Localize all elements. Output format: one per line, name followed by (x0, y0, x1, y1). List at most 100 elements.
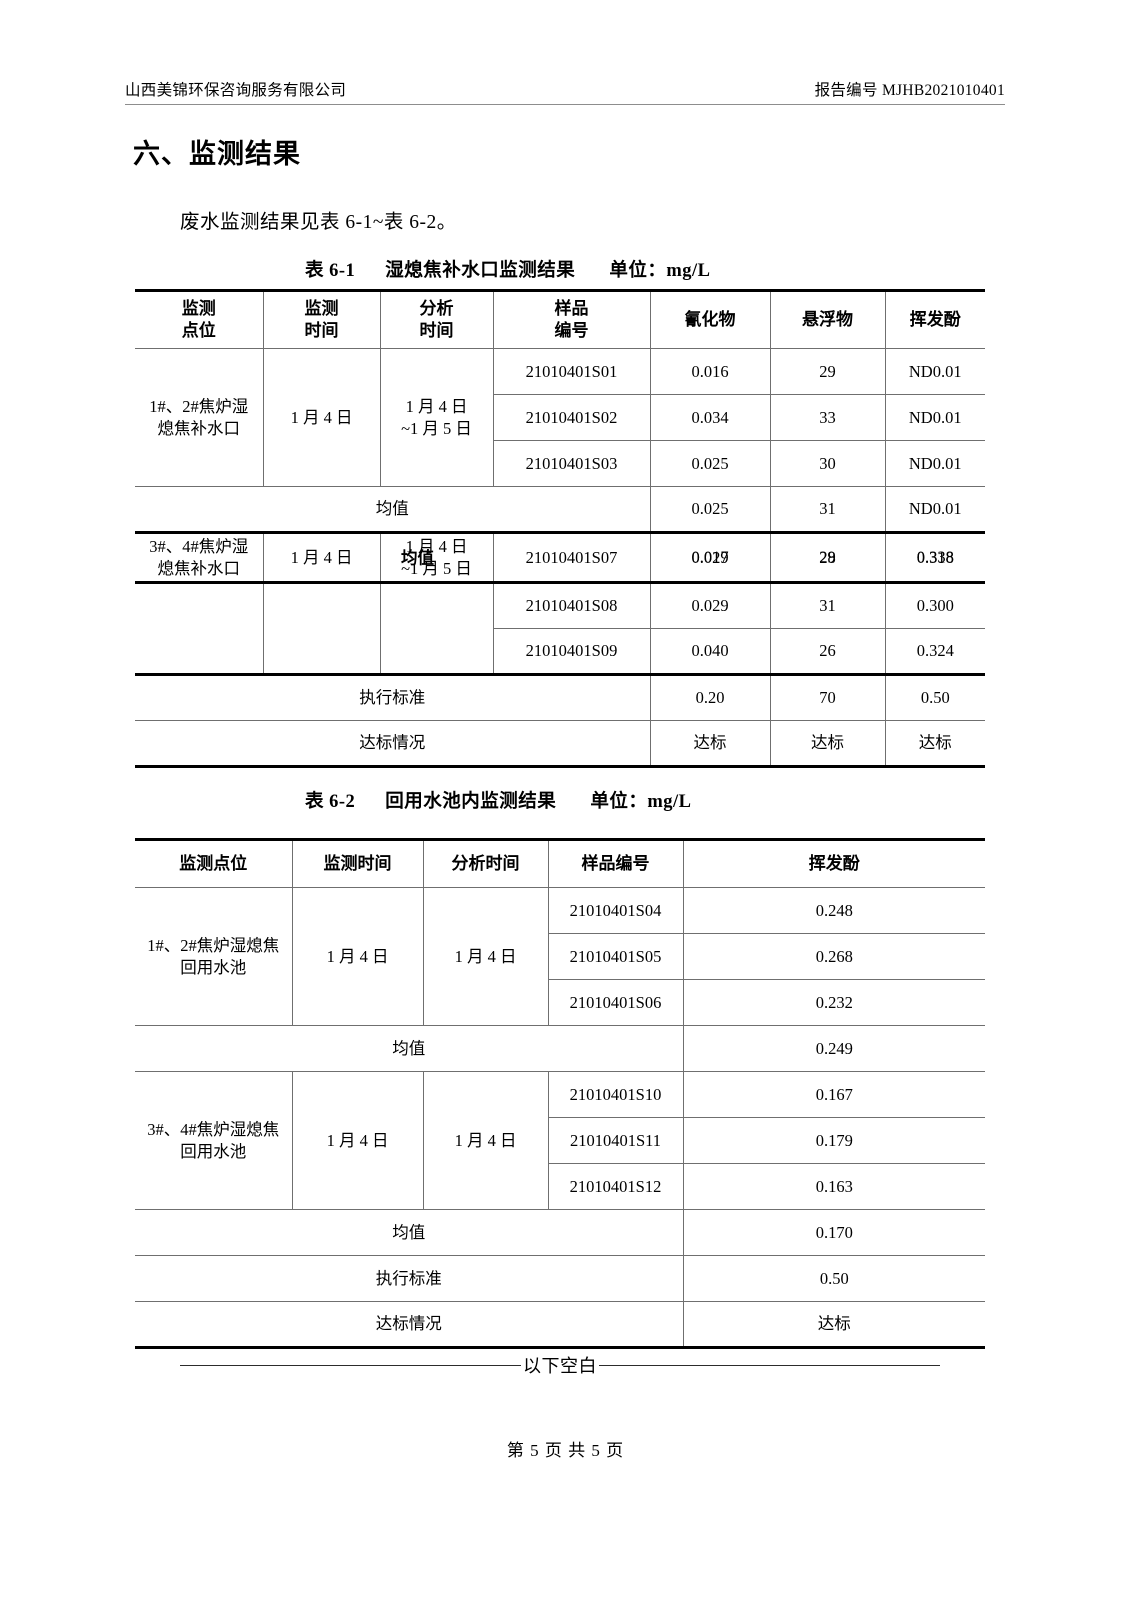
volatile-phenol-value-cell: ND0.01 (884, 394, 985, 441)
volatile-phenol-value-cell: 0.167 (682, 1071, 985, 1118)
compliance-label: 达标情况 (135, 1301, 684, 1349)
site-cell-group1-l2: 回用水池 (180, 957, 247, 977)
col-header-site: 监测 点位 (135, 289, 264, 349)
compliance-row: 达标情况 达标 达标 达标 (135, 720, 985, 768)
cyanide-value-cell: 0.040 (649, 628, 771, 675)
monitor-time-cell-group2: 1 月 4 日 (291, 1071, 424, 1210)
site-cell-group1: 1#、2#焦炉湿熄焦 回用水池 (135, 887, 293, 1026)
suspended-solids-value-cell: 31 (769, 581, 886, 629)
mean-volatile-phenol-group2: 0.170 (682, 1209, 985, 1256)
analysis-time-overlap-wrap: 1 月 4 日 ~1 月 5 日 均值 (384, 536, 490, 578)
analysis-time-group1-l2: ~1 月 5 日 (401, 418, 472, 438)
table-row: 1#、2#焦炉湿熄焦 回用水池 1 月 4 日 1 月 4 日 21010401… (135, 887, 985, 1026)
col-header-volatile-phenol: 挥发酚 (682, 838, 985, 888)
site-cell-group1-l2: 熄焦补水口 (157, 418, 241, 438)
sample-no-cell: 21010401S10 (547, 1071, 684, 1118)
analysis-time-group1-l1: 1 月 4 日 (405, 397, 468, 417)
mean-suspended-solids-group1: 31 (769, 486, 886, 533)
sample-no-cell: 21010401S07 (492, 531, 651, 583)
table-6-1-title: 湿熄焦补水口监测结果 (385, 261, 576, 281)
sample-no-cell: 21010401S01 (492, 348, 651, 395)
volatile-phenol-value-cell: 0.324 (884, 628, 985, 675)
monitor-time-cell-group2: 1 月 4 日 (262, 531, 381, 583)
section-heading: 六、监测结果 (133, 139, 301, 170)
mean-row-group1: 均值 0.025 31 ND0.01 (135, 486, 985, 533)
sample-no-cell: 21010401S11 (547, 1117, 684, 1164)
cyanide-value-cell: 0.034 (649, 394, 771, 441)
compliance-row: 达标情况 达标 (135, 1301, 985, 1349)
col-header-analysis-time-l2: 时间 (419, 321, 454, 340)
volatile-phenol-value-cell: 0.163 (682, 1163, 985, 1210)
mean-row-group1: 均值 0.249 (135, 1025, 985, 1072)
suspended-solids-value-cell: 29 (769, 348, 886, 395)
col-header-sample-no-l1: 样品 (554, 299, 589, 319)
analysis-time-cell-group2: 1 月 4 日 ~1 月 5 日 均值 (379, 531, 494, 583)
volatile-phenol-value-cell: 0.179 (682, 1117, 985, 1164)
compliance-volatile-phenol: 达标 (682, 1301, 985, 1349)
header-divider (125, 104, 1005, 105)
col-header-volatile-phenol: 挥发酚 (884, 289, 985, 349)
volatile-phenol-value-cell: 0.268 (682, 933, 985, 980)
col-header-monitor-time-l2: 时间 (304, 321, 339, 340)
mean-label-group2: 均值 (135, 1209, 684, 1256)
col-header-site: 监测点位 (135, 838, 293, 888)
table-row: 3#、4#焦炉湿熄焦 回用水池 1 月 4 日 1 月 4 日 21010401… (135, 1071, 985, 1210)
volatile-phenol-value-cell: 0.300 (884, 581, 985, 629)
blank-below-marker: 以下空白 (180, 1352, 940, 1378)
table-6-1-unit: 单位：mg/L (609, 261, 711, 281)
standard-label: 执行标准 (135, 1255, 684, 1302)
company-name: 山西美锦环保咨询服务有限公司 (125, 82, 347, 99)
cyanide-value-cell-overlapped: 0.029 0.017 (649, 531, 771, 583)
standard-suspended-solids: 70 (769, 673, 886, 721)
cyanide-value-cell: 0.025 (649, 440, 771, 487)
cyanide-value-cell: 0.016 (649, 348, 771, 395)
table-6-2-header-row: 监测点位 监测时间 分析时间 样品编号 挥发酚 (135, 838, 985, 888)
site-cell-group2: 3#、4#焦炉湿 熄焦补水口 (135, 531, 264, 583)
sample-no-cell: 21010401S12 (547, 1163, 684, 1210)
mean-label-group1: 均值 (135, 1025, 684, 1072)
table-6-2: 监测点位 监测时间 分析时间 样品编号 挥发酚 1#、2#焦炉湿熄焦 回用水池 … (135, 838, 985, 1349)
col-header-monitor-time-l1: 监测 (304, 299, 339, 319)
report-number: 报告编号 MJHB2021010401 (814, 82, 1005, 99)
blank-below-text: 以下空白 (523, 1356, 597, 1376)
col-header-analysis-time: 分析时间 (422, 838, 549, 888)
suspended-solids-value-cell: 26 (769, 628, 886, 675)
col-header-analysis-time-l1: 分析 (419, 299, 454, 319)
compliance-volatile-phenol: 达标 (884, 720, 985, 768)
suspended-solids-value-cell: 30 (769, 440, 886, 487)
analysis-time-cell-group1: 1 月 4 日 ~1 月 5 日 (379, 348, 494, 487)
site-cell-group1: 1#、2#焦炉湿 熄焦补水口 (135, 348, 264, 487)
site-cell-group1-l1: 1#、2#焦炉湿熄焦 (147, 936, 280, 956)
mean-volatile-phenol-group1: ND0.01 (884, 486, 985, 533)
site-cell-group1-l1: 1#、2#焦炉湿 (149, 397, 249, 417)
table-6-1-caption: 表 6-1 湿熄焦补水口监测结果 单位：mg/L (305, 256, 710, 282)
col-header-site-l2: 点位 (181, 321, 216, 340)
site-cell-group2: 3#、4#焦炉湿熄焦 回用水池 (135, 1071, 293, 1210)
mean-label-group1: 均值 (135, 486, 651, 533)
table-6-1-header-row: 监测 点位 监测 时间 分析 时间 样品 编号 氰化物 悬浮物 挥发酚 (135, 289, 985, 349)
sample-no-cell: 21010401S09 (492, 628, 651, 675)
mean-row-group2: 均值 0.170 (135, 1209, 985, 1256)
table-row-overlapped: 3#、4#焦炉湿 熄焦补水口 1 月 4 日 1 月 4 日 ~1 月 5 日 … (135, 531, 985, 583)
volatile-phenol-value-cell: 0.232 (682, 979, 985, 1026)
table-row: 21010401S08 0.029 31 0.300 (135, 581, 985, 675)
mean-volatile-phenol-group1: 0.249 (682, 1025, 985, 1072)
site-cell-group2-l1: 3#、4#焦炉湿熄焦 (147, 1120, 280, 1140)
analysis-time-cell-group2: 1 月 4 日 (422, 1071, 549, 1210)
col-header-monitor-time: 监测时间 (291, 838, 424, 888)
col-header-cyanide: 氰化物 (649, 289, 771, 349)
standard-row: 执行标准 0.20 70 0.50 (135, 673, 985, 721)
running-header: 山西美锦环保咨询服务有限公司 报告编号 MJHB2021010401 (125, 78, 1005, 100)
sample-no-cell: 21010401S03 (492, 440, 651, 487)
page-number: 第 5 页 共 5 页 (506, 1441, 625, 1460)
table-6-2-caption: 表 6-2 回用水池内监测结果 单位：mg/L (305, 787, 691, 813)
blank-rule-right (599, 1364, 940, 1366)
site-cell-group2-l2: 回用水池 (180, 1141, 247, 1161)
monitor-time-cell-group2-blank (262, 581, 381, 675)
volatile-phenol-value-cell-overlapped: 0.318 0.338 (884, 531, 985, 583)
site-cell-group2-l2: 熄焦补水口 (157, 558, 241, 578)
col-header-site-l1: 监测 (181, 299, 216, 319)
analysis-time-group2-l1: 1 月 4 日 (405, 537, 468, 557)
standard-volatile-phenol: 0.50 (682, 1255, 985, 1302)
